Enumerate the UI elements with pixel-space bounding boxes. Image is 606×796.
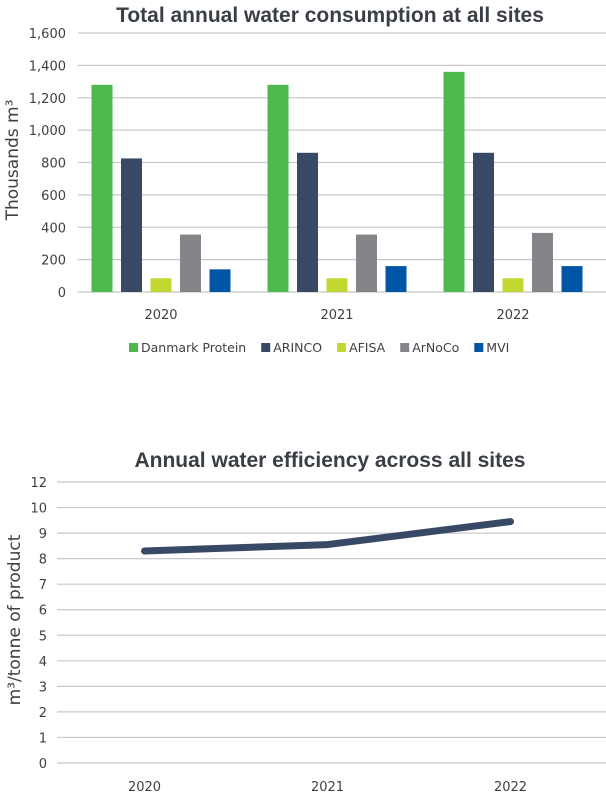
y-tick-label: 800 — [41, 157, 66, 172]
y-tick-label: 6 — [39, 604, 47, 619]
bar-arnoco-2022 — [532, 232, 553, 292]
bar-arinco-2020 — [121, 158, 142, 292]
y-axis-label: m³/tonne of product — [5, 534, 25, 705]
legend-label: MVI — [486, 340, 509, 355]
bar-arinco-2021 — [297, 152, 318, 292]
y-tick-label: 1,600 — [29, 27, 66, 42]
bar-mvi-2020 — [209, 269, 231, 292]
y-tick-label: 200 — [41, 254, 66, 269]
bar-afisa-2021 — [326, 278, 348, 292]
chart-title: Total annual water consumption at all si… — [116, 4, 544, 27]
y-tick-label: 2 — [39, 706, 47, 721]
bar-mvi-2022 — [561, 266, 583, 292]
y-axis-label: Thousands m³ — [3, 100, 23, 222]
bar-afisa-2020 — [150, 278, 172, 292]
legend-swatch — [400, 343, 410, 352]
y-tick-label: 1 — [39, 731, 47, 746]
bar-afisa-2022 — [502, 278, 524, 292]
x-tick-label: 2020 — [128, 780, 161, 795]
x-tick-label: 2021 — [311, 780, 344, 795]
y-tick-label: 1,000 — [29, 124, 66, 139]
y-tick-label: 4 — [39, 655, 47, 670]
legend-label: AFISA — [349, 340, 386, 355]
y-tick-label: 10 — [30, 502, 47, 517]
y-tick-label: 1,400 — [29, 59, 66, 74]
legend-swatch — [129, 343, 138, 352]
bar-arnoco-2020 — [180, 234, 201, 292]
x-tick-label: 2022 — [494, 780, 527, 795]
y-tick-label: 8 — [39, 553, 47, 568]
x-tick-label: 2020 — [144, 308, 177, 323]
y-tick-label: 1,200 — [29, 92, 66, 107]
y-tick-label: 0 — [58, 286, 66, 301]
legend-label: ArNoCo — [412, 340, 459, 355]
chart-title: Annual water efficiency across all sites — [134, 449, 525, 472]
y-tick-label: 0 — [39, 757, 47, 772]
y-tick-label: 600 — [41, 189, 66, 204]
line-chart-water-efficiency: Annual water efficiency across all sites… — [5, 449, 606, 795]
bar-arinco-2022 — [473, 152, 494, 292]
bar-arnoco-2021 — [356, 234, 377, 292]
legend-label: Danmark Protein — [141, 340, 246, 355]
y-tick-label: 12 — [30, 476, 47, 491]
y-tick-label: 400 — [41, 221, 66, 236]
bar-danmark-protein-2020 — [91, 84, 113, 292]
legend-swatch — [261, 343, 271, 352]
legend-swatch — [474, 343, 484, 352]
bar-chart-water-consumption: Total annual water consumption at all si… — [3, 4, 606, 355]
legend-label: ARINCO — [273, 340, 322, 355]
y-tick-label: 7 — [39, 578, 47, 593]
series-line — [141, 518, 514, 555]
x-tick-label: 2021 — [320, 308, 353, 323]
y-tick-label: 3 — [39, 680, 47, 695]
bar-danmark-protein-2021 — [267, 84, 289, 292]
bar-mvi-2021 — [385, 266, 407, 292]
y-tick-label: 5 — [39, 629, 47, 644]
legend-swatch — [337, 343, 347, 352]
y-tick-label: 9 — [39, 527, 47, 542]
x-tick-label: 2022 — [496, 308, 529, 323]
bar-danmark-protein-2022 — [443, 71, 465, 292]
